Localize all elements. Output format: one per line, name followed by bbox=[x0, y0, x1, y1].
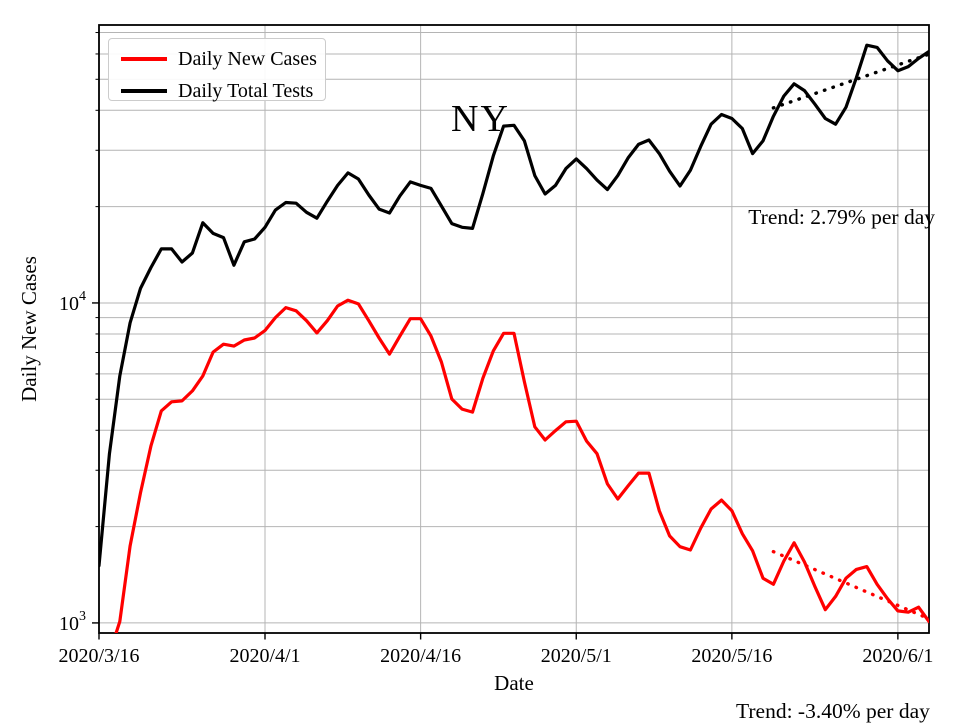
black-line-swatch bbox=[121, 89, 167, 93]
legend-item-daily-total-tests: Daily Total Tests bbox=[121, 79, 325, 103]
legend: Daily New Cases Daily Total Tests bbox=[108, 38, 326, 101]
y-axis-label: Daily New Cases bbox=[17, 256, 41, 402]
state-annotation: NY bbox=[451, 98, 510, 140]
gridlines bbox=[98, 25, 929, 633]
data-series bbox=[99, 43, 929, 633]
svg-text:2020/4/16: 2020/4/16 bbox=[380, 645, 461, 667]
legend-label: Daily Total Tests bbox=[178, 80, 314, 102]
red-line-swatch bbox=[121, 57, 167, 61]
x-axis-label: Date bbox=[494, 671, 534, 695]
svg-text:2020/6/1: 2020/6/1 bbox=[862, 645, 933, 667]
svg-text:2020/4/1: 2020/4/1 bbox=[229, 645, 300, 667]
svg-text:2020/5/16: 2020/5/16 bbox=[691, 645, 772, 667]
svg-text:2020/5/1: 2020/5/1 bbox=[541, 645, 612, 667]
cases-trend-label: Trend: -3.40% per day bbox=[736, 699, 930, 723]
legend-item-daily-new-cases: Daily New Cases bbox=[121, 47, 325, 71]
svg-text:104: 104 bbox=[59, 289, 86, 315]
tests-trend-label: Trend: 2.79% per day bbox=[748, 205, 935, 229]
legend-label: Daily New Cases bbox=[178, 48, 317, 70]
svg-text:103: 103 bbox=[59, 609, 86, 635]
svg-text:2020/3/16: 2020/3/16 bbox=[58, 645, 139, 667]
